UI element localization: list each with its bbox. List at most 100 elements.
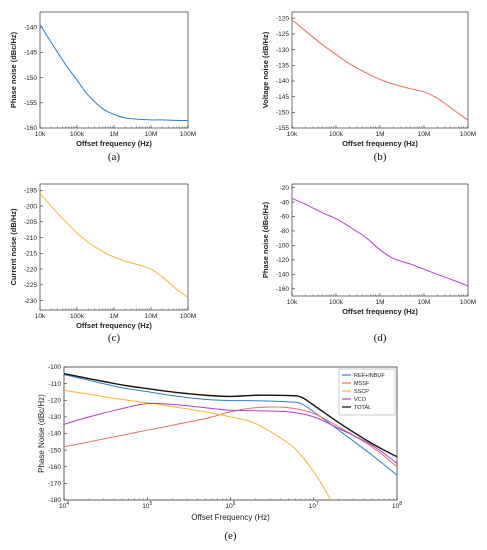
y-tick-label: -120 xyxy=(276,257,289,264)
legend: REF+INBUF MSSF SSCP VCO TOTAL xyxy=(338,368,396,416)
x-axis-label: Offset frequency (Hz) xyxy=(76,321,152,330)
plot-area xyxy=(64,372,397,500)
y-tick-label: -205 xyxy=(24,219,37,226)
x-tick-base: 10 xyxy=(225,503,233,510)
y-tick-label: -130 xyxy=(48,414,61,421)
y-tick-label: -120 xyxy=(276,15,289,22)
y-tick-label: -140 xyxy=(276,272,289,279)
y-tick-label: -120 xyxy=(48,397,61,404)
y-axis-label: Phase Noise (dBc/Hz) xyxy=(37,394,46,473)
panel-label: (c) xyxy=(108,332,121,344)
series-line-ref-inbuf xyxy=(64,373,397,476)
x-tick-label: 106 xyxy=(225,501,235,510)
x-tick-exponent: 6 xyxy=(233,501,236,507)
y-tick-label: -155 xyxy=(24,100,37,107)
series-line-total xyxy=(64,372,397,458)
y-tick-label: -150 xyxy=(276,110,289,117)
y-tick-label: -160 xyxy=(24,125,37,132)
y-tick-label: -80 xyxy=(280,228,290,235)
y-tick-label: -60 xyxy=(280,214,290,221)
x-tick-label: 100k xyxy=(70,313,85,320)
x-tick-label: 105 xyxy=(142,501,152,510)
panel-label: (b) xyxy=(374,151,387,163)
x-axis-label: Offset frequency (Hz) xyxy=(342,307,418,316)
x-tick-label: 1M xyxy=(375,299,384,306)
panels: 10k 100k 1M 10M 100M -140 -145 -150 -155 -160 Offs… xyxy=(9,11,476,542)
y-tick-label: -210 xyxy=(24,235,37,242)
series-line-b xyxy=(292,19,468,121)
y-tick-label: -160 xyxy=(48,464,61,471)
y-tick-label: -150 xyxy=(24,75,37,82)
x-tick-label: 10k xyxy=(35,313,46,320)
x-tick-label: 100M xyxy=(180,313,196,320)
y-tick-label: -160 xyxy=(276,286,289,293)
x-tick-label: 100k xyxy=(329,299,344,306)
y-tick-label: -130 xyxy=(276,47,289,54)
series-line-vco xyxy=(64,402,397,464)
legend-entry: MSSF xyxy=(354,381,370,387)
plot-area xyxy=(292,19,468,121)
y-tick-label: -195 xyxy=(24,188,37,195)
y-tick-label: -40 xyxy=(280,199,290,206)
x-tick-base: 10 xyxy=(309,503,317,510)
y-axis-label: Phase noise (dBc/Hz) xyxy=(9,31,18,108)
x-tick-label: 10k xyxy=(35,131,46,138)
x-tick-label: 10k xyxy=(287,131,298,138)
x-tick-base: 10 xyxy=(142,503,150,510)
x-tick-exponent: 7 xyxy=(316,501,319,507)
y-tick-label: -220 xyxy=(24,266,37,273)
x-tick-label: 100M xyxy=(460,299,476,306)
y-tick-label: -180 xyxy=(48,497,61,504)
y-tick-label: -140 xyxy=(276,78,289,85)
y-axis-label: Current noise (dB/Hz) xyxy=(9,208,18,286)
x-tick-label: 10M xyxy=(418,299,431,306)
x-tick-label: 100M xyxy=(460,131,476,138)
panel-label: (e) xyxy=(224,530,237,542)
plot-area xyxy=(40,24,188,121)
chart-panel-d: 10k 100k 1M 10M 100M -20 -40 -60 -80 -100 -120 -140… xyxy=(261,183,476,344)
legend-entry: REF+INBUF xyxy=(354,373,385,379)
series-line-c xyxy=(40,193,188,298)
plot-area xyxy=(292,197,468,287)
y-tick-label: -145 xyxy=(24,50,37,57)
plot-area xyxy=(40,193,188,298)
series-line-d xyxy=(292,197,468,287)
plot-frame xyxy=(291,183,469,297)
plot-frame xyxy=(291,11,469,129)
x-tick-exponent: 8 xyxy=(399,501,402,507)
x-tick-label: 107 xyxy=(309,501,319,510)
y-tick-label: -100 xyxy=(48,364,61,371)
x-tick-exponent: 5 xyxy=(149,501,152,507)
x-tick-label: 100M xyxy=(180,131,196,138)
x-tick-label: 1M xyxy=(375,131,384,138)
y-tick-label: -145 xyxy=(276,94,289,101)
y-tick-label: -230 xyxy=(24,298,37,305)
y-axis-label: Phase noise (dBc/Hz) xyxy=(261,201,270,278)
x-axis-label: Offset Frequency (Hz) xyxy=(191,513,270,522)
y-tick-label: -140 xyxy=(48,431,61,438)
series-line-sscp xyxy=(64,389,332,500)
x-tick-label: 108 xyxy=(392,501,402,510)
y-tick-label: -200 xyxy=(24,203,37,210)
x-tick-label: 10M xyxy=(418,131,431,138)
x-tick-base: 10 xyxy=(392,503,400,510)
chart-panel-b: 10k 100k 1M 10M 100M -120 -125 -130 -135 -140 -145… xyxy=(261,11,476,163)
series-line-mssf xyxy=(64,406,397,468)
x-tick-label: 10k xyxy=(287,299,298,306)
x-tick-label: 1M xyxy=(109,131,118,138)
y-tick-label: -135 xyxy=(276,62,289,69)
chart-panel-a: 10k 100k 1M 10M 100M -140 -145 -150 -155 -160 Offs… xyxy=(9,11,196,163)
y-tick-label: -20 xyxy=(280,185,290,192)
x-axis-label: Offset frequency (Hz) xyxy=(76,139,152,148)
y-tick-label: -150 xyxy=(48,447,61,454)
chart-panel-e: 104 105 106 107 108-100-110-120-130-140-150-… xyxy=(37,364,402,542)
y-tick-label: -100 xyxy=(276,243,289,250)
x-tick-label: 1M xyxy=(109,313,118,320)
y-tick-label: -225 xyxy=(24,282,37,289)
y-axis-label: Voltage noise (dB/Hz) xyxy=(261,31,270,108)
x-tick-label: 10M xyxy=(145,313,158,320)
panel-label: (a) xyxy=(108,151,121,163)
legend-entry: VCO xyxy=(354,397,367,403)
panel-label: (d) xyxy=(374,332,387,344)
